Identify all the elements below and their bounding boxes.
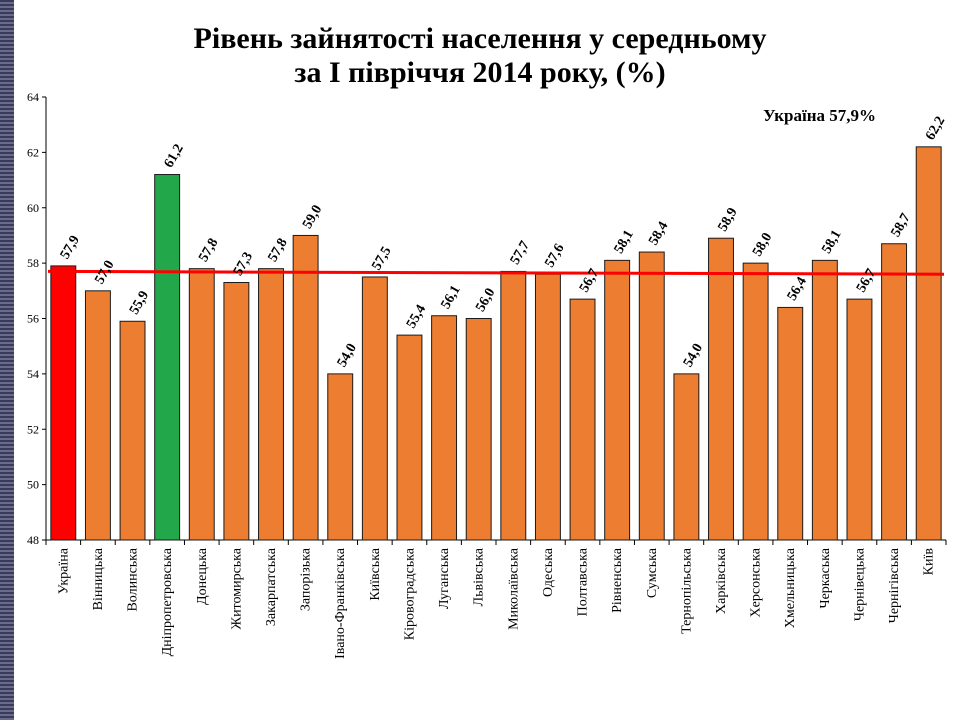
bar-10	[361, 276, 388, 541]
y-tick-label: 58	[27, 256, 39, 270]
category-label: Луганська	[437, 547, 452, 609]
bar-5	[188, 268, 215, 541]
category-label: Полтавська	[576, 547, 591, 616]
value-label: 58,7	[889, 211, 914, 240]
bar-6	[223, 282, 250, 541]
bar-20	[708, 237, 734, 541]
value-label: 57,6	[542, 241, 567, 270]
national-average-line	[47, 269, 945, 276]
value-label: 57,7	[508, 239, 533, 268]
category-labels: Україна Вінницька Волинська Дніпропетровськ…	[56, 547, 936, 659]
category-label: Запорізька	[299, 547, 314, 611]
value-label: 57,9	[58, 233, 83, 262]
bar-19	[673, 373, 700, 541]
y-tick-label: 50	[27, 478, 39, 492]
category-label: Одеська	[541, 547, 556, 597]
bar-3	[119, 320, 146, 541]
slide-border	[0, 0, 14, 720]
value-label: 58,0	[750, 230, 775, 259]
value-label: 57,8	[196, 236, 221, 265]
category-label: Миколаївська	[506, 547, 521, 630]
reference-line-group	[47, 269, 945, 276]
y-tick-label: 62	[27, 145, 39, 159]
value-label: 58,4	[646, 219, 671, 248]
bar-14	[500, 270, 527, 541]
y-tick-label: 54	[27, 367, 39, 381]
category-label: Черкаська	[818, 547, 833, 608]
bar-13	[465, 318, 492, 541]
y-tick-label: 56	[27, 312, 39, 326]
bar-9	[327, 373, 354, 541]
bar-11	[396, 334, 423, 541]
category-label: Кіровоградська	[402, 547, 417, 640]
value-label: 55,9	[127, 289, 152, 318]
bar-21	[742, 262, 769, 541]
value-label: 61,2	[162, 142, 187, 171]
value-label: 54,0	[681, 341, 706, 370]
category-label: Івано-Франківська	[333, 547, 348, 659]
bar-24	[846, 298, 873, 541]
value-label: 56,7	[854, 266, 879, 295]
bar-26	[915, 146, 942, 541]
value-label: 62,2	[923, 114, 948, 143]
bar-4	[154, 174, 181, 541]
category-label: Тернопільська	[679, 547, 694, 634]
value-label: 54,0	[335, 341, 360, 370]
y-tick-label: 52	[27, 422, 39, 436]
bar-23	[811, 259, 838, 541]
category-label: Київ	[922, 548, 937, 576]
category-label: Рівненська	[610, 547, 625, 613]
category-label: Сумська	[645, 547, 660, 598]
bar-15	[534, 273, 561, 541]
value-label: 58,1	[819, 228, 844, 257]
category-label: Вінницька	[91, 547, 106, 610]
category-label: Львівська	[472, 547, 487, 606]
bar-12	[431, 315, 458, 541]
y-tick-label: 60	[27, 201, 39, 215]
bar-22	[777, 306, 804, 541]
value-label: 58,9	[715, 205, 740, 234]
bar-16	[569, 298, 596, 541]
bar-17	[604, 259, 631, 541]
category-label: Закарпатська	[264, 547, 279, 626]
category-label: Чернівецька	[852, 547, 867, 621]
value-label: 58,1	[612, 228, 637, 257]
value-label: 56,4	[785, 275, 810, 304]
value-label: 56,7	[577, 266, 602, 295]
category-label: Хмельницька	[783, 547, 798, 628]
category-label: Україна	[56, 547, 71, 594]
category-label: Волинська	[126, 547, 141, 611]
value-label: 57,3	[231, 250, 256, 279]
value-label: 59,0	[300, 203, 325, 232]
value-label: 56,0	[473, 286, 498, 315]
category-label: Чернігівська	[887, 547, 902, 623]
bar-2	[84, 290, 111, 541]
category-label: Дніпропетровська	[160, 547, 175, 656]
bar-7	[258, 268, 284, 541]
bar-25	[881, 243, 908, 541]
bar-8	[292, 234, 319, 541]
value-label: 57,8	[265, 236, 290, 265]
bars	[50, 146, 942, 541]
chart-title-line2: за І півріччя 2014 року, (%)	[294, 56, 666, 89]
bar-18	[638, 251, 665, 541]
category-label: Херсонська	[749, 547, 764, 617]
category-label: Харківська	[714, 547, 729, 614]
value-label: 57,5	[369, 244, 394, 273]
y-tick-label: 48	[27, 533, 39, 547]
category-label: Донецька	[195, 547, 210, 605]
chart-title-line1: Рівень зайнятості населення у середньому	[193, 22, 767, 55]
y-tick-label: 64	[27, 90, 39, 104]
national-average-annotation: Україна 57,9%	[763, 106, 876, 125]
chart-title: Рівень зайнятості населення у середньому…	[0, 22, 960, 90]
value-label: 55,4	[404, 302, 429, 331]
category-label: Київська	[368, 547, 383, 600]
category-label: Житомирська	[229, 547, 244, 629]
bar-1	[50, 265, 77, 541]
value-label: 56,1	[439, 283, 464, 312]
